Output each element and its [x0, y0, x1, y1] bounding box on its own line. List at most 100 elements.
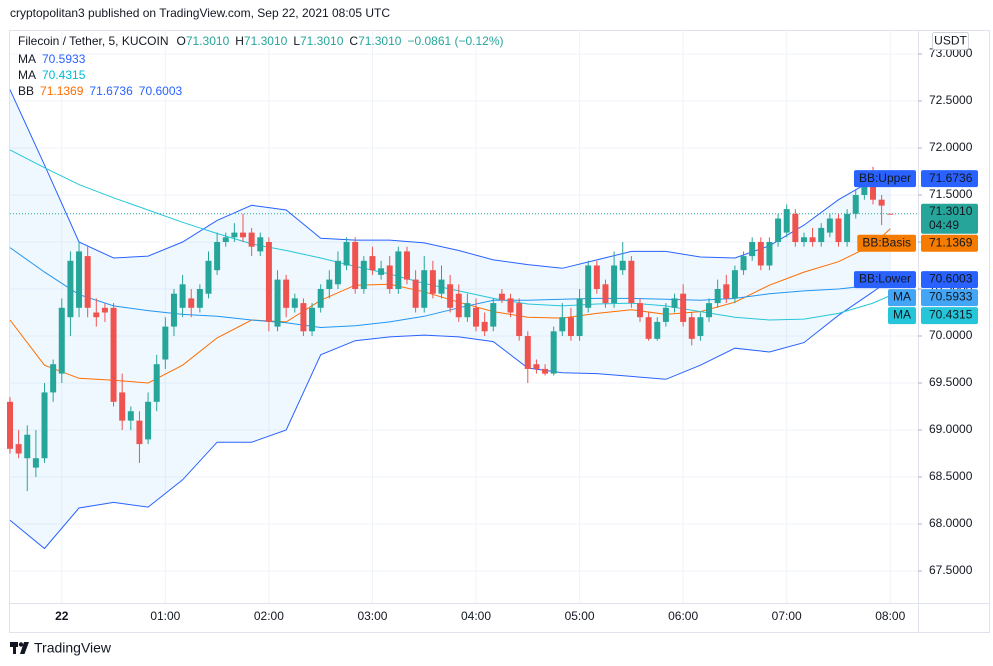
- indicator-value: 70.6003: [139, 84, 183, 98]
- price-tag-name: BB:Basis: [862, 235, 911, 249]
- candle-body: [550, 331, 557, 374]
- candle-body: [542, 368, 549, 374]
- layer-legend: Filecoin / Tether, 5, KUCOIN O71.3010 H71.…: [18, 34, 504, 98]
- indicator-value: 71.6736: [89, 84, 133, 98]
- price-tag-box: [921, 170, 978, 188]
- candle-body: [740, 256, 747, 271]
- candle-body: [593, 265, 600, 290]
- candle-body: [662, 307, 669, 322]
- candle-body: [473, 307, 480, 327]
- candle-body: [24, 434, 31, 459]
- price-tag-name-box: [857, 234, 916, 252]
- candle-body: [792, 213, 799, 242]
- candle-body: [447, 284, 454, 308]
- candle-body: [101, 307, 108, 313]
- indicator-line: [9, 279, 891, 550]
- price-tag-name: MA: [893, 290, 911, 304]
- candle-body: [283, 279, 290, 308]
- price-tag-box: [921, 307, 978, 325]
- ohlc-value: 71.3010: [300, 34, 344, 48]
- ohlc-name: H: [235, 34, 244, 48]
- x-tick-label: 05:00: [565, 609, 595, 623]
- candle-body: [170, 293, 177, 327]
- candle-body: [257, 237, 264, 252]
- candle-body: [58, 307, 65, 374]
- indicator-legend: MA 70.4315: [18, 68, 86, 82]
- ohlc-name: O: [177, 34, 186, 48]
- price-tag-value: 71.1369: [929, 235, 973, 249]
- ohlc-value: 71.3010: [244, 34, 288, 48]
- last-price-label: 71.3010: [929, 204, 973, 218]
- candle-body: [421, 270, 428, 308]
- candle-body: [378, 268, 385, 275]
- candle-body: [265, 241, 272, 322]
- candle-body: [524, 336, 531, 369]
- candle-body: [680, 293, 687, 322]
- candle-body: [317, 289, 324, 308]
- candle-body: [844, 213, 851, 242]
- layer-candles: [7, 166, 894, 492]
- candle-body: [196, 289, 203, 308]
- x-tick-label: 07:00: [772, 609, 802, 623]
- candle-body: [619, 260, 626, 271]
- candle-body: [300, 303, 307, 332]
- y-tick-label: 70.0000: [929, 328, 973, 342]
- candle-body: [136, 420, 143, 445]
- published-note: cryptopolitan3 published on TradingView.…: [10, 6, 390, 20]
- price-tag-name: BB:Upper: [859, 171, 911, 185]
- price-tag-value: 71.6736: [929, 171, 973, 185]
- candle-body: [110, 307, 117, 402]
- price-tag-box: [921, 289, 978, 307]
- candle-body: [809, 237, 816, 242]
- indicator-name: BB: [18, 84, 34, 98]
- frame: [9, 30, 990, 633]
- candle-body: [93, 312, 100, 318]
- candle-body: [749, 241, 756, 257]
- candle-body: [214, 241, 221, 271]
- layer-axis: 67.5000 68.0000 68.5000 69.0000 69.5000 70.00…: [55, 32, 978, 623]
- candle-body: [688, 317, 695, 339]
- y-tick-label: 72.0000: [929, 140, 973, 154]
- candle-body: [516, 303, 523, 337]
- candle-body: [205, 260, 212, 294]
- candle-body: [84, 256, 91, 308]
- candle-body: [567, 317, 574, 337]
- candle-body: [127, 411, 134, 421]
- y-tick-label: 72.5000: [929, 93, 973, 107]
- indicator-value: 70.4315: [42, 68, 86, 82]
- candle-body: [723, 284, 730, 299]
- candle-body: [248, 232, 255, 247]
- candle-body: [50, 364, 57, 393]
- price-tag-name: BB:Lower: [859, 272, 911, 286]
- candle-body: [291, 298, 298, 308]
- candle-body: [429, 270, 436, 294]
- y-tick-label: 71.5000: [929, 187, 973, 201]
- price-tag-name: MA: [893, 308, 911, 322]
- candle-body: [861, 180, 868, 195]
- candle-body: [7, 401, 13, 449]
- candle-body: [309, 307, 316, 332]
- price-tag-box: [921, 271, 978, 289]
- candle-body: [697, 317, 704, 337]
- price-tag-name-box: [853, 271, 916, 289]
- indicator-legend: MA 70.5933: [18, 52, 86, 66]
- candle-body: [481, 321, 488, 332]
- symbol-legend: Filecoin / Tether, 5, KUCOIN O71.3010 H71.…: [18, 34, 504, 48]
- price-tag-value: 70.6003: [929, 272, 973, 286]
- candle-body: [671, 298, 678, 308]
- candle-body: [188, 298, 195, 308]
- ohlc-value: 71.3010: [358, 34, 402, 48]
- x-tick-label: 03:00: [357, 609, 387, 623]
- candle-body: [714, 289, 721, 304]
- band-fill: [10, 89, 891, 549]
- candle-body: [766, 241, 773, 266]
- candle-body: [835, 218, 842, 242]
- y-tick-label: 69.0000: [929, 422, 973, 436]
- last-price-box: [921, 203, 978, 234]
- candle-body: [775, 218, 782, 242]
- candle-body: [240, 232, 247, 238]
- price-tag-name-box: [888, 289, 916, 307]
- candle-body: [67, 260, 74, 318]
- indicator-name: MA: [18, 52, 36, 66]
